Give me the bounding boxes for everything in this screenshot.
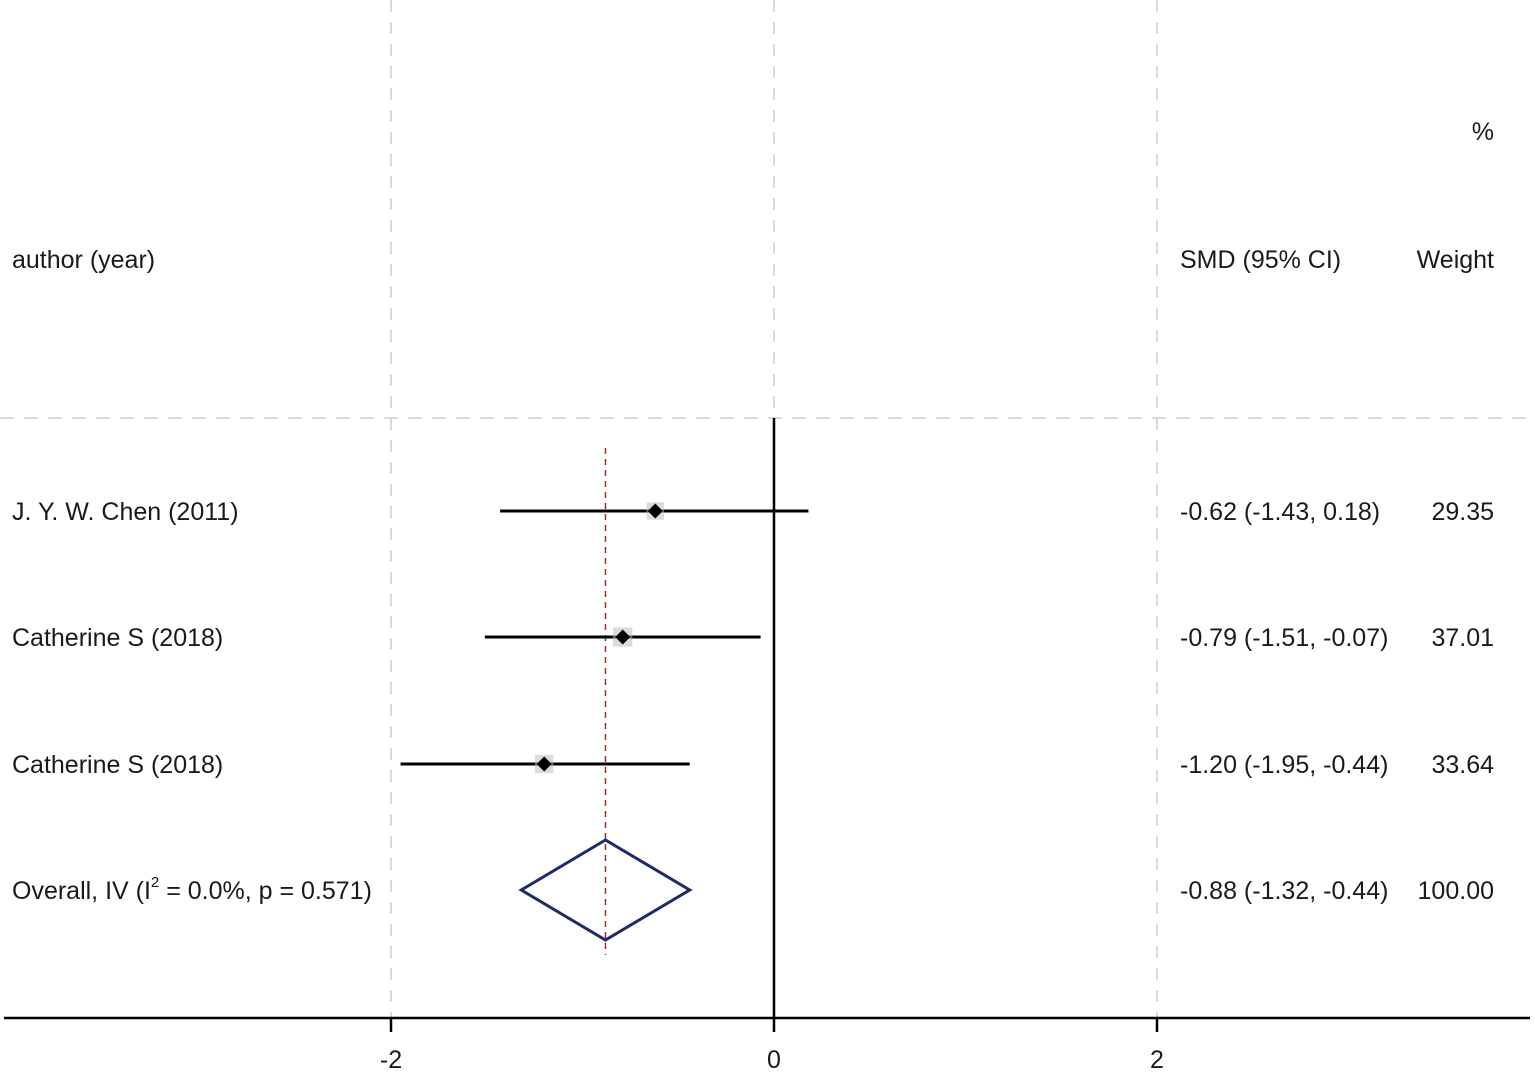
- study-ci-text: -1.20 (-1.95, -0.44): [1180, 751, 1388, 779]
- x-tick-label: 0: [767, 1046, 781, 1072]
- study-weight-text: 29.35: [1431, 498, 1494, 526]
- study-label: Catherine S (2018): [12, 624, 223, 652]
- x-axis: -2 0 2: [4, 418, 1530, 1072]
- study-label: J. Y. W. Chen (2011): [12, 498, 239, 526]
- study-rows: J. Y. W. Chen (2011) -0.62 (-1.43, 0.18) 2…: [12, 498, 1494, 779]
- study-weight-text: 33.64: [1431, 751, 1494, 779]
- study-ci-text: -0.62 (-1.43, 0.18): [1180, 498, 1380, 526]
- study-column-header: author (year): [12, 246, 155, 274]
- overall-label: Overall, IV (I2 = 0.0%, p = 0.571): [12, 874, 372, 905]
- study-weight-text: 37.01: [1431, 624, 1494, 652]
- point-estimate: [647, 503, 663, 519]
- x-tick-label: -2: [380, 1046, 402, 1072]
- point-estimate: [615, 629, 631, 645]
- weight-column-header: Weight: [1417, 246, 1494, 274]
- weight-unit-header: %: [1472, 118, 1494, 146]
- study-marks: [400, 448, 809, 955]
- overall-diamond: [518, 838, 693, 942]
- gridlines: [0, 0, 1535, 1018]
- overall-label-post: = 0.0%, p = 0.571): [159, 877, 372, 905]
- overall-label-pre: Overall, IV (I: [12, 877, 151, 905]
- effect-column-header: SMD (95% CI): [1180, 246, 1341, 274]
- overall-ci-text: -0.88 (-1.32, -0.44): [1180, 877, 1388, 905]
- overall-weight-text: 100.00: [1418, 877, 1494, 905]
- point-estimate: [536, 756, 552, 772]
- overall-label-superscript: 2: [151, 874, 159, 891]
- x-tick-label: 2: [1150, 1046, 1164, 1072]
- study-label: Catherine S (2018): [12, 751, 223, 779]
- study-ci-text: -0.79 (-1.51, -0.07): [1180, 624, 1388, 652]
